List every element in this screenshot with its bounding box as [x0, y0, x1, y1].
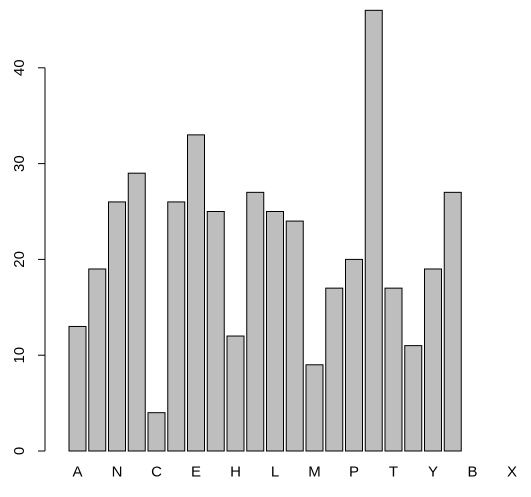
bar-D — [127, 172, 146, 452]
y-tick-label: 10 — [11, 347, 28, 364]
bar-I — [246, 191, 265, 452]
x-tick-label: P — [349, 463, 359, 480]
x-tick-label: H — [230, 463, 241, 480]
bar-R — [88, 268, 107, 452]
bar-H — [226, 335, 245, 452]
y-tick-label: 20 — [11, 251, 28, 268]
bar-K — [285, 220, 304, 452]
bar-P — [345, 258, 363, 452]
bar-L — [266, 211, 284, 452]
y-tick-label: 0 — [11, 447, 28, 455]
bars — [68, 9, 462, 452]
x-tick-label: T — [389, 463, 398, 480]
y-axis: 0 10 20 30 40 — [11, 59, 46, 455]
bar-V — [443, 191, 462, 452]
y-tick-label: 40 — [11, 59, 28, 76]
x-tick-label: N — [112, 463, 123, 480]
bar-T — [384, 287, 403, 452]
bar-W — [404, 345, 423, 452]
x-tick-label: C — [151, 463, 162, 480]
x-tick-label: Y — [428, 463, 438, 480]
x-tick-label: M — [308, 463, 321, 480]
bar-Q — [167, 201, 186, 452]
bar-N — [108, 201, 126, 452]
y-tick-label: 30 — [11, 155, 28, 172]
bar-A — [68, 325, 87, 452]
x-tick-label: A — [72, 463, 82, 480]
bar-E — [187, 134, 205, 452]
bar-G — [206, 211, 225, 452]
x-tick-label: X — [507, 463, 517, 480]
x-tick-label: B — [467, 463, 477, 480]
bar-S — [364, 9, 383, 452]
bar-Y — [424, 268, 442, 452]
bar-C — [147, 412, 166, 452]
bar-F — [325, 287, 344, 452]
x-tick-label: L — [271, 463, 279, 480]
x-tick-label: E — [191, 463, 201, 480]
bar-M — [305, 364, 324, 452]
